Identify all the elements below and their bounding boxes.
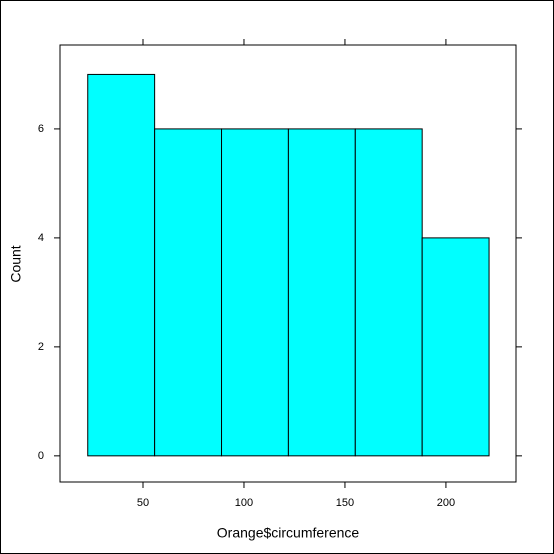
y-tick-label: 0 <box>38 450 44 462</box>
bar <box>154 128 223 457</box>
y-tick-label: 6 <box>38 123 44 135</box>
y-axis-label: Count <box>8 245 24 282</box>
x-tick-label: 50 <box>137 497 149 509</box>
bar <box>421 237 490 457</box>
x-tick-label: 200 <box>437 497 455 509</box>
bar <box>354 128 423 457</box>
bar <box>287 128 356 457</box>
x-tick-label: 100 <box>235 497 253 509</box>
x-axis-label: Orange$circumference <box>217 525 360 541</box>
bar <box>221 128 289 457</box>
y-tick-label: 2 <box>38 341 44 353</box>
x-tick-label: 150 <box>336 497 354 509</box>
bar <box>87 73 156 457</box>
y-tick-label: 4 <box>38 232 44 244</box>
panel-border <box>59 44 517 483</box>
